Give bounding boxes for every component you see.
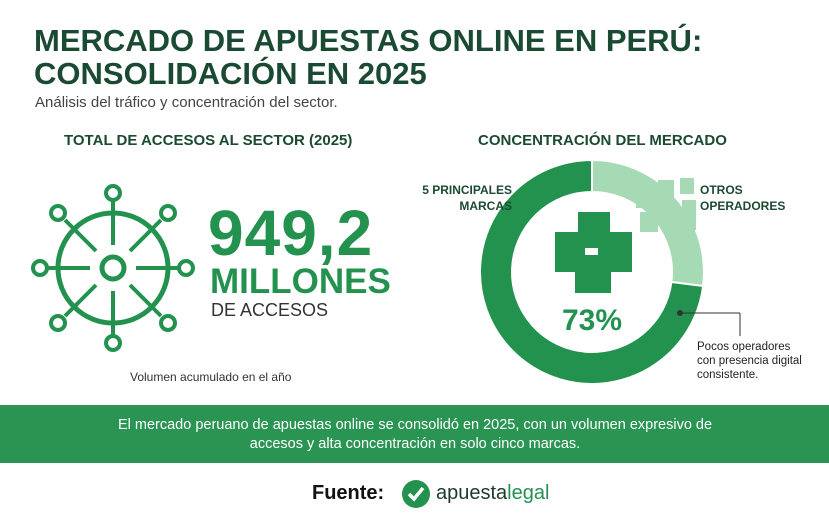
annotation: Pocos operadores con presencia digital c… bbox=[697, 341, 802, 381]
brand-part: apuesta bbox=[436, 482, 508, 504]
legend-label: OTROS OPERADORES bbox=[700, 183, 786, 213]
brand: apuestalegal bbox=[436, 482, 549, 505]
banner-bg bbox=[0, 405, 829, 463]
legend-label: 5 PRINCIPALES MARCAS bbox=[422, 183, 512, 213]
subtitle: Análisis del tráfico y concentración del… bbox=[35, 94, 338, 111]
buildings-icon bbox=[555, 212, 632, 293]
logo-check bbox=[407, 486, 425, 502]
chart-title: CONCENTRACIÓN DEL MERCADO bbox=[478, 132, 727, 149]
title-line: CONSOLIDACIÓN EN 2025 bbox=[34, 56, 427, 91]
note: Volumen acumulado en el año bbox=[130, 370, 292, 384]
title-line: MERCADO DE APUESTAS ONLINE EN PERÚ: bbox=[34, 23, 703, 58]
small-buildings-icon bbox=[636, 178, 696, 232]
unit: MILLONES bbox=[210, 262, 391, 301]
big-number: 949,2 bbox=[208, 197, 374, 269]
value-label: 73% bbox=[561, 304, 623, 337]
source-label: Fuente: bbox=[312, 482, 385, 504]
banner-text: El mercado peruano de apuestas online se… bbox=[117, 417, 713, 452]
donut bbox=[479, 158, 705, 385]
brand-part: legal bbox=[507, 482, 550, 504]
title: MERCADO DE APUESTAS ONLINE EN PERÚ: CONS… bbox=[34, 24, 702, 90]
unit-sub: DE ACCESOS bbox=[211, 300, 329, 320]
callout-dot bbox=[677, 310, 683, 316]
donut-slice bbox=[479, 158, 705, 385]
network-icon bbox=[31, 184, 195, 352]
left-heading: TOTAL DE ACCESOS AL SECTOR (2025) bbox=[64, 132, 353, 149]
